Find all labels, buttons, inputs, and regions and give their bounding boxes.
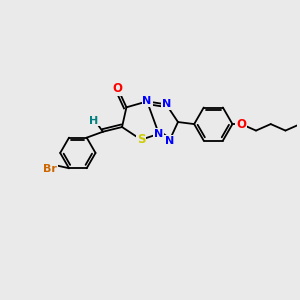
Text: N: N (142, 96, 152, 106)
Text: N: N (162, 99, 171, 110)
Text: N: N (164, 136, 174, 146)
Text: S: S (137, 133, 146, 146)
Text: N: N (154, 129, 164, 139)
Text: O: O (236, 118, 246, 130)
Text: Br: Br (43, 164, 57, 174)
Text: H: H (89, 116, 99, 126)
Text: O: O (112, 82, 123, 95)
